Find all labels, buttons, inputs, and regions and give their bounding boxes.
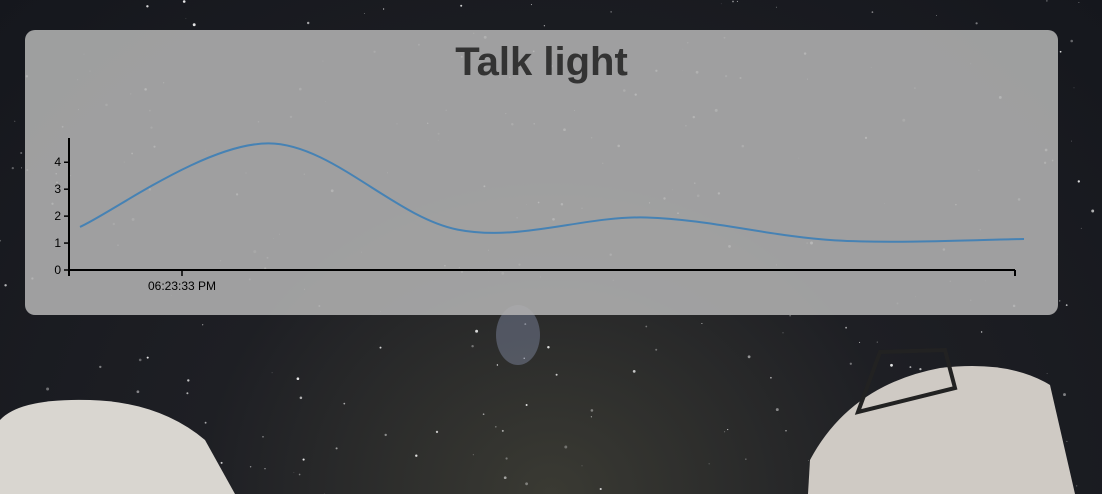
telescope-frame [854,347,958,415]
observatory-dome-right [808,366,1075,494]
chart-panel: Talk light 0 1 2 3 4 06:23:33 PM [25,30,1058,315]
x-axis: 06:23:33 PM [68,269,1016,293]
y-tick-label: 3 [54,182,61,196]
y-tick-label: 4 [54,155,61,169]
line-chart: 0 1 2 3 4 06:23:33 PM [54,138,1025,293]
galaxy-cloud [496,305,540,365]
x-tick-label: 06:23:33 PM [148,279,216,293]
chart-title: Talk light [455,40,628,84]
y-axis: 0 1 2 3 4 [54,138,70,277]
series-line [79,142,1025,243]
observatory-dome-left [0,399,235,494]
y-tick-label: 0 [54,263,61,277]
y-tick-label: 2 [54,209,61,223]
y-tick-label: 1 [54,236,61,250]
